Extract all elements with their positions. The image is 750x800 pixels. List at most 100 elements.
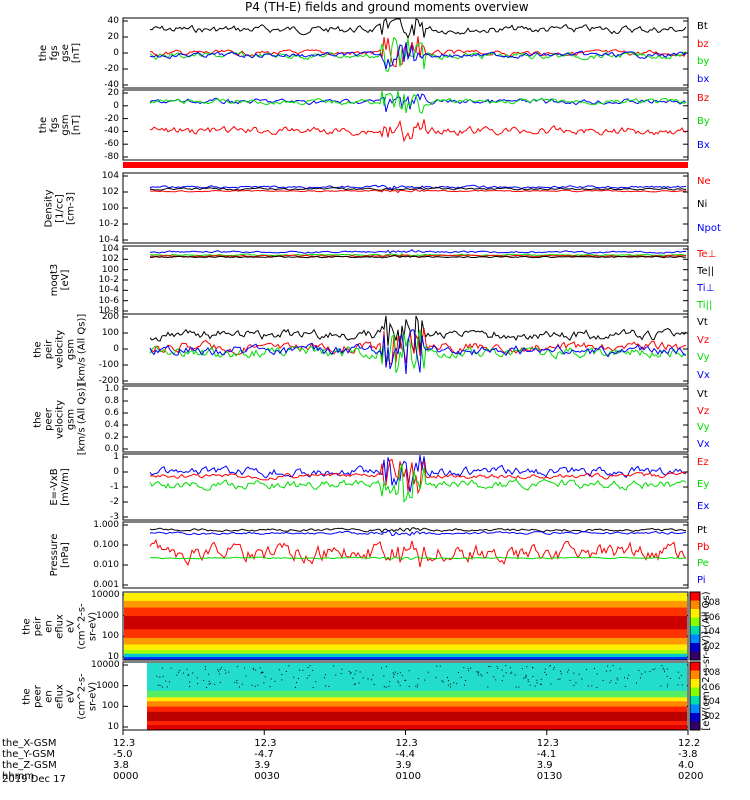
temperature-ytick-3: 10-2	[98, 275, 119, 285]
peer_eflux-colorbar-tick-3: 102	[703, 711, 721, 722]
peer-eflux-dot-63	[309, 665, 311, 667]
peir_eflux-colorbar-seg-6	[690, 643, 700, 652]
peer-eflux-dot-226	[602, 680, 604, 682]
peer_eflux-colorbar-seg-5	[690, 704, 700, 714]
peer-eflux-dot-133	[468, 670, 470, 672]
peer_eflux-band-7	[147, 725, 687, 730]
peer-eflux-dot-65	[677, 684, 679, 686]
peer-eflux-dot-22	[559, 670, 561, 672]
density-ytick-0: 104	[101, 171, 119, 181]
peer-eflux-dot-114	[217, 669, 219, 671]
peer-eflux-dot-220	[205, 686, 207, 688]
fgs_gse-ytick-4: -40	[104, 80, 119, 90]
date-label: 2019 Dec 17	[2, 774, 66, 785]
peer-eflux-dot-77	[536, 682, 538, 684]
peer-eflux-dot-123	[262, 671, 264, 673]
xaxis-row-label-3: hhmm	[2, 771, 35, 782]
xtick-3-row-0: 12.3	[536, 738, 560, 749]
fgs_gse-frame	[122, 17, 689, 89]
xaxis-row-label-0: the_X-GSM	[2, 738, 57, 749]
peer-eflux-dot-18	[293, 676, 295, 678]
peer-eflux-dot-98	[306, 677, 308, 679]
peer-eflux-dot-36	[219, 682, 221, 684]
e_field-legend-Ez: Ez	[697, 457, 709, 468]
xtick-0-row-1: -5.0	[113, 749, 133, 760]
peer-eflux-dot-30	[204, 666, 206, 668]
pressure-legend-Pe: Pe	[697, 558, 709, 569]
peer-eflux-dot-159	[529, 684, 531, 686]
pressure-ylabel: Pressure [nPa]	[49, 533, 71, 577]
peer-eflux-dot-10	[536, 679, 538, 681]
peer-eflux-dot-198	[624, 685, 626, 687]
peer-eflux-dot-7	[399, 672, 401, 674]
peer-eflux-dot-24	[525, 676, 527, 678]
temp-ti-par-line	[149, 253, 686, 258]
peer-eflux-dot-245	[397, 673, 399, 675]
peer-eflux-dot-229	[260, 672, 262, 674]
peer-eflux-dot-50	[476, 671, 478, 673]
peer-eflux-dot-53	[325, 685, 327, 687]
peer-eflux-dot-70	[456, 683, 458, 685]
peer-eflux-dot-56	[465, 679, 467, 681]
peer-eflux-dot-162	[593, 667, 595, 669]
peer-eflux-dot-58	[156, 675, 158, 677]
peer-eflux-dot-44	[408, 685, 410, 687]
density-ytick-3: 10-2	[98, 219, 119, 229]
peir_velocity-legend-Vz: Vz	[697, 334, 710, 346]
peer-eflux-dot-45	[649, 670, 651, 672]
density-ylabel: Density [1/cc] [cm-3]	[43, 188, 77, 228]
peer-eflux-dot-174	[623, 677, 625, 679]
peer_eflux-colorbar-frame	[689, 661, 701, 731]
peer_eflux-band-3	[147, 701, 687, 708]
peer-eflux-dot-242	[568, 669, 570, 671]
peer-eflux-dot-85	[453, 682, 455, 684]
peer-eflux-dot-155	[359, 671, 361, 673]
pressure-pt-line	[149, 527, 687, 534]
peir_eflux-band-0	[124, 593, 687, 602]
fgs_gsm-ytick-1: 0	[113, 100, 119, 111]
peir_eflux-colorbar-seg-3	[690, 617, 700, 627]
fgs_gsm-ytick-2: -20	[104, 113, 119, 124]
xtick-2-row-3: 0100	[395, 771, 421, 782]
peer-eflux-dot-1	[644, 671, 646, 673]
peer-eflux-dot-218	[159, 676, 161, 678]
peer-eflux-dot-110	[540, 678, 542, 680]
peer-eflux-dot-124	[295, 686, 297, 688]
peir_velocity-legend-Vy: Vy	[697, 352, 710, 363]
peer-eflux-dot-93	[354, 683, 356, 685]
peir_eflux-colorbar-tick-3: 102	[703, 641, 721, 652]
peer-eflux-dot-101	[550, 683, 552, 685]
xtick-4-row-0: 12.2	[678, 738, 701, 749]
peer_eflux-band-4	[147, 706, 687, 713]
xtick-3-row-3: 0130	[536, 771, 563, 782]
pressure-legend-Pt: Pt	[697, 525, 707, 536]
peer-eflux-dot-181	[166, 686, 168, 688]
peer-eflux-dot-206	[635, 682, 637, 684]
peer-eflux-dot-247	[236, 682, 238, 684]
peer-eflux-dot-72	[605, 670, 607, 672]
peer-eflux-dot-219	[521, 668, 523, 670]
peer_eflux-colorbar-seg-6	[690, 713, 700, 722]
peer-eflux-dot-177	[663, 669, 665, 671]
fgs_gse-ylabel: the fgs gse [nT]	[38, 42, 82, 64]
fgs_gsm-ytick-5: -80	[104, 152, 119, 162]
peir_eflux-ytick-2: 100	[101, 631, 119, 642]
peer-eflux-dot-253	[544, 671, 546, 673]
peer-eflux-dot-221	[501, 669, 503, 671]
peer-eflux-dot-171	[401, 675, 403, 677]
peer-eflux-dot-94	[641, 673, 643, 675]
peer-eflux-dot-128	[388, 685, 390, 687]
xtick-1-row-3: 0030	[254, 771, 280, 782]
peir-vy-line	[149, 329, 687, 373]
colorbar-label: [eV/(cm^2-s-sr-eV)] (All Qs)	[701, 591, 712, 731]
peer-eflux-dot-192	[609, 670, 611, 672]
peer-eflux-dot-80	[340, 672, 342, 674]
e_field-ytick-3: -2	[110, 497, 119, 507]
peir_eflux-colorbar-seg-5	[690, 634, 700, 644]
temp-te-par-line	[149, 255, 687, 259]
peer_eflux-colorbar-tick-1: 106	[703, 682, 721, 693]
fgs-gse-Bt-line	[149, 18, 687, 40]
peer_velocity-ytick-5: 0.0	[104, 444, 119, 454]
peer-eflux-dot-250	[274, 680, 276, 682]
